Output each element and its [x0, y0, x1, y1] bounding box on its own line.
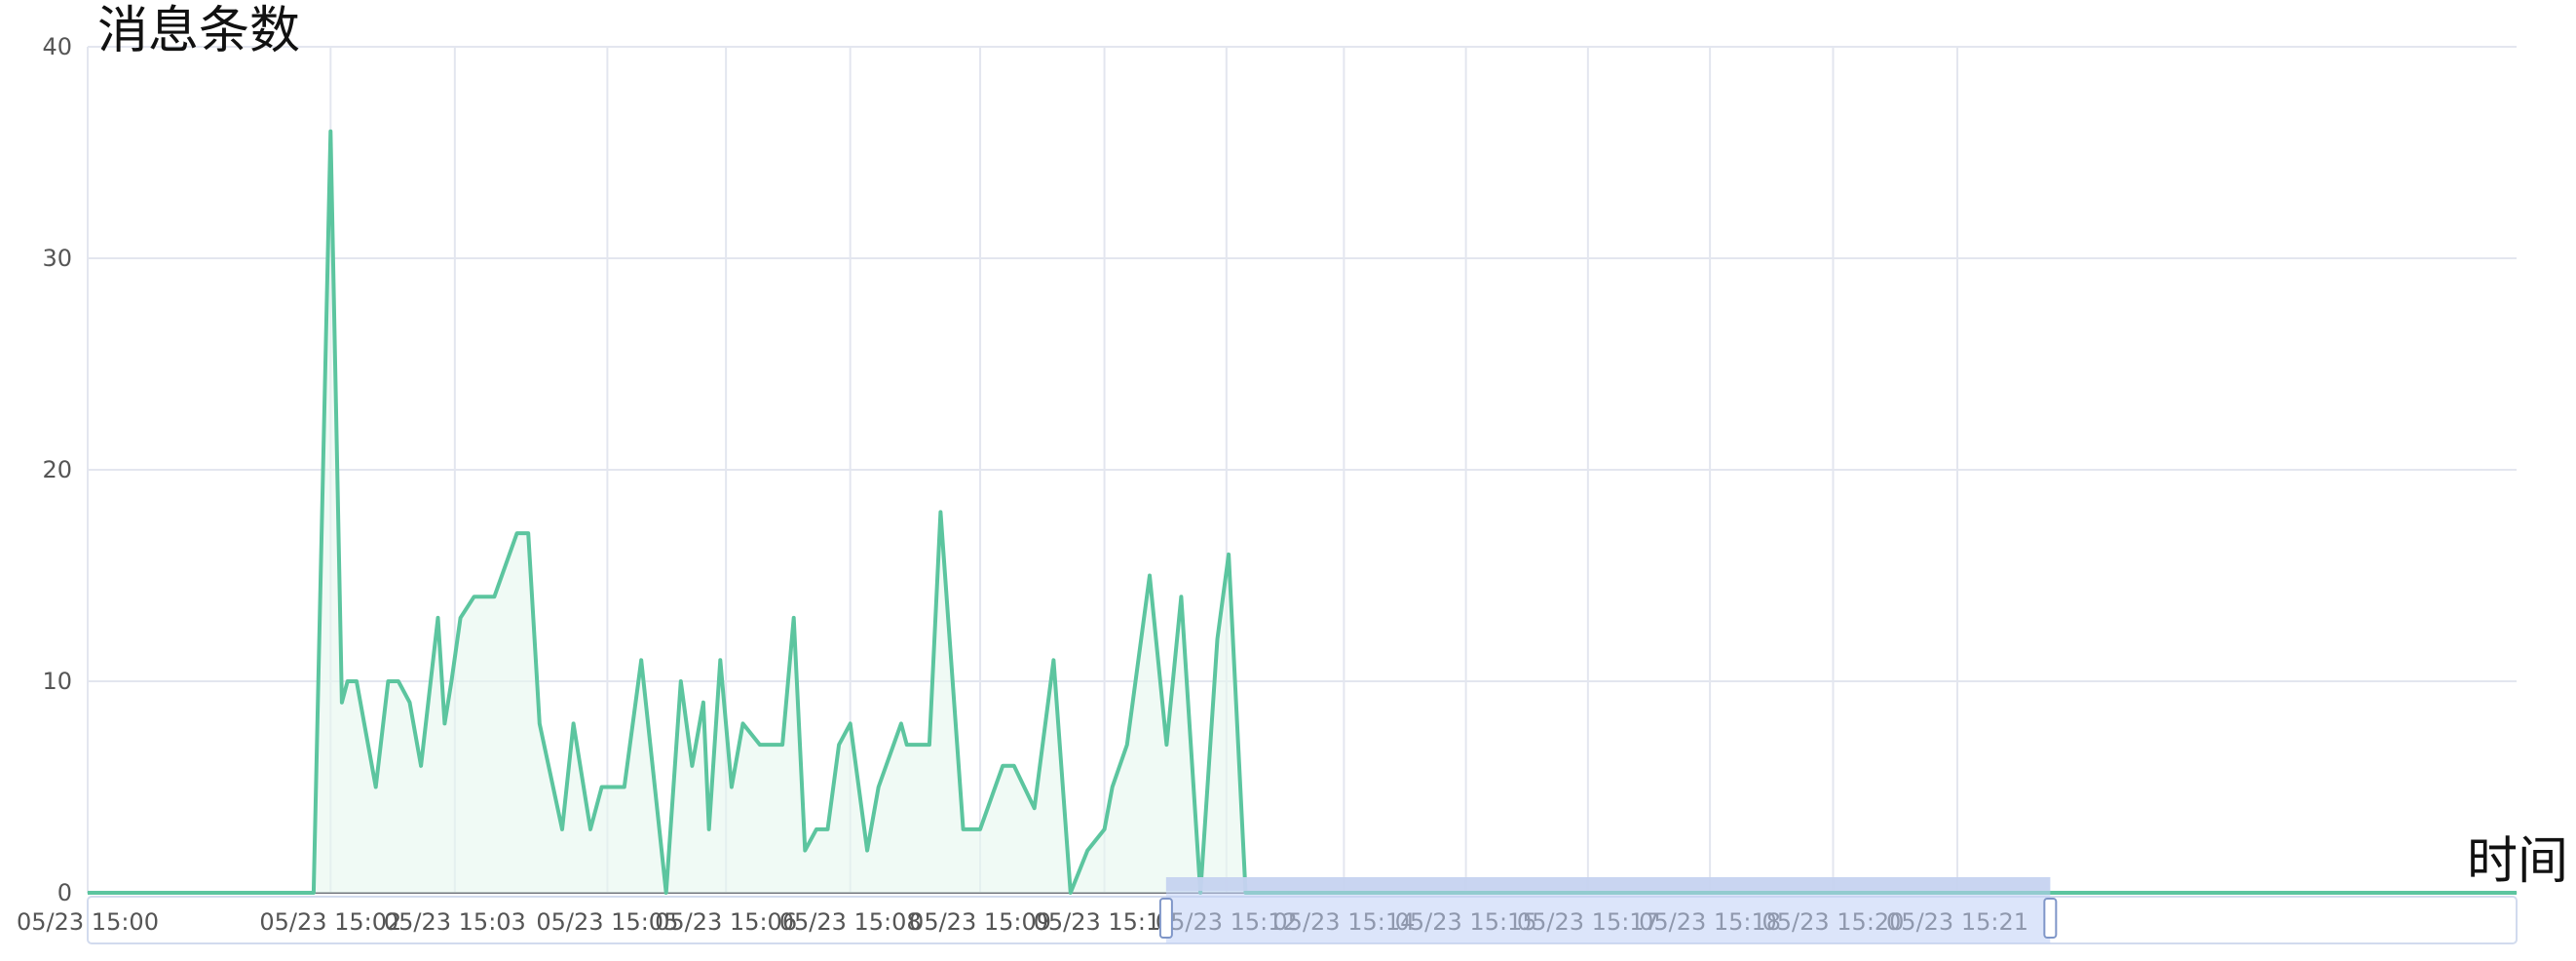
data-point — [850, 722, 852, 724]
data-point — [347, 680, 349, 682]
data-point — [375, 787, 377, 788]
zoom-right-handle[interactable] — [2043, 898, 2058, 939]
data-point — [2516, 892, 2518, 894]
data-point — [928, 744, 930, 746]
x-tick-label: 05/23 15:08 — [779, 908, 922, 936]
data-point — [826, 828, 828, 830]
data-point — [1112, 787, 1114, 788]
data-point — [665, 892, 667, 894]
y-axis-title: 消息条数 — [97, 2, 301, 60]
data-point — [1126, 744, 1128, 746]
x-tick-label: 05/23 15:03 — [384, 908, 526, 936]
data-point — [1165, 744, 1167, 746]
data-point — [527, 532, 529, 534]
x-tick-label: 05/23 15:11 — [1034, 908, 1176, 936]
data-point — [719, 659, 721, 661]
series-area — [88, 131, 2517, 894]
data-point — [804, 850, 806, 852]
data-point — [793, 617, 795, 619]
data-point — [450, 680, 452, 682]
data-point — [387, 680, 389, 682]
data-point — [601, 787, 603, 788]
data-point — [341, 702, 343, 704]
data-point — [1228, 554, 1230, 556]
data-point — [866, 850, 868, 852]
data-point — [443, 722, 445, 724]
data-zoom-slider[interactable] — [87, 877, 2518, 944]
data-point — [691, 765, 693, 767]
data-point — [815, 828, 817, 830]
data-point — [640, 659, 642, 661]
data-point — [313, 892, 315, 894]
x-tick-label: 05/23 15:05 — [536, 908, 678, 936]
data-point — [1052, 659, 1054, 661]
data-point — [624, 787, 625, 788]
y-tick-label: 20 — [42, 456, 72, 483]
data-point — [742, 722, 744, 724]
data-point — [356, 680, 358, 682]
data-point — [680, 680, 682, 682]
x-tick-label: 05/23 15:06 — [655, 908, 797, 936]
y-tick-label: 0 — [57, 879, 72, 906]
data-point — [1149, 575, 1151, 576]
data-point — [979, 828, 981, 830]
y-tick-label: 30 — [42, 245, 72, 272]
zoom-move-bar[interactable] — [1165, 877, 2051, 891]
data-point — [561, 828, 563, 830]
data-point — [838, 744, 840, 746]
data-point — [1013, 765, 1015, 767]
y-axis-ticks: 0 10 20 30 40 — [42, 33, 72, 906]
data-point — [420, 765, 422, 767]
data-point — [87, 892, 89, 894]
data-point — [408, 702, 410, 704]
data-point — [1180, 596, 1182, 597]
x-tick-label: 05/23 15:02 — [259, 908, 401, 936]
data-point — [878, 787, 880, 788]
data-point — [900, 722, 902, 724]
data-point — [708, 828, 710, 830]
data-point — [963, 828, 965, 830]
data-point — [906, 744, 908, 746]
data-point — [1104, 828, 1106, 830]
data-point — [329, 131, 331, 133]
data-point — [939, 511, 941, 513]
x-axis-title: 时间 — [2467, 832, 2569, 891]
data-point — [493, 596, 495, 597]
data-point — [731, 787, 733, 788]
data-point — [781, 744, 783, 746]
data-point — [702, 702, 704, 704]
zoom-left-handle[interactable] — [1158, 898, 1173, 939]
data-point — [759, 744, 761, 746]
data-point — [1034, 807, 1036, 809]
data-point — [516, 532, 518, 534]
data-point — [436, 617, 438, 619]
data-point — [539, 722, 541, 724]
data-point — [1217, 638, 1219, 640]
data-point — [773, 744, 775, 746]
x-tick-label: 05/23 15:09 — [909, 908, 1051, 936]
y-tick-label: 40 — [42, 33, 72, 60]
data-point — [1070, 892, 1072, 894]
data-point — [589, 828, 591, 830]
data-point — [612, 787, 614, 788]
data-point — [1086, 850, 1088, 852]
y-tick-label: 10 — [42, 668, 72, 695]
data-point — [460, 617, 462, 619]
data-point — [573, 722, 575, 724]
data-point — [1002, 765, 1004, 767]
